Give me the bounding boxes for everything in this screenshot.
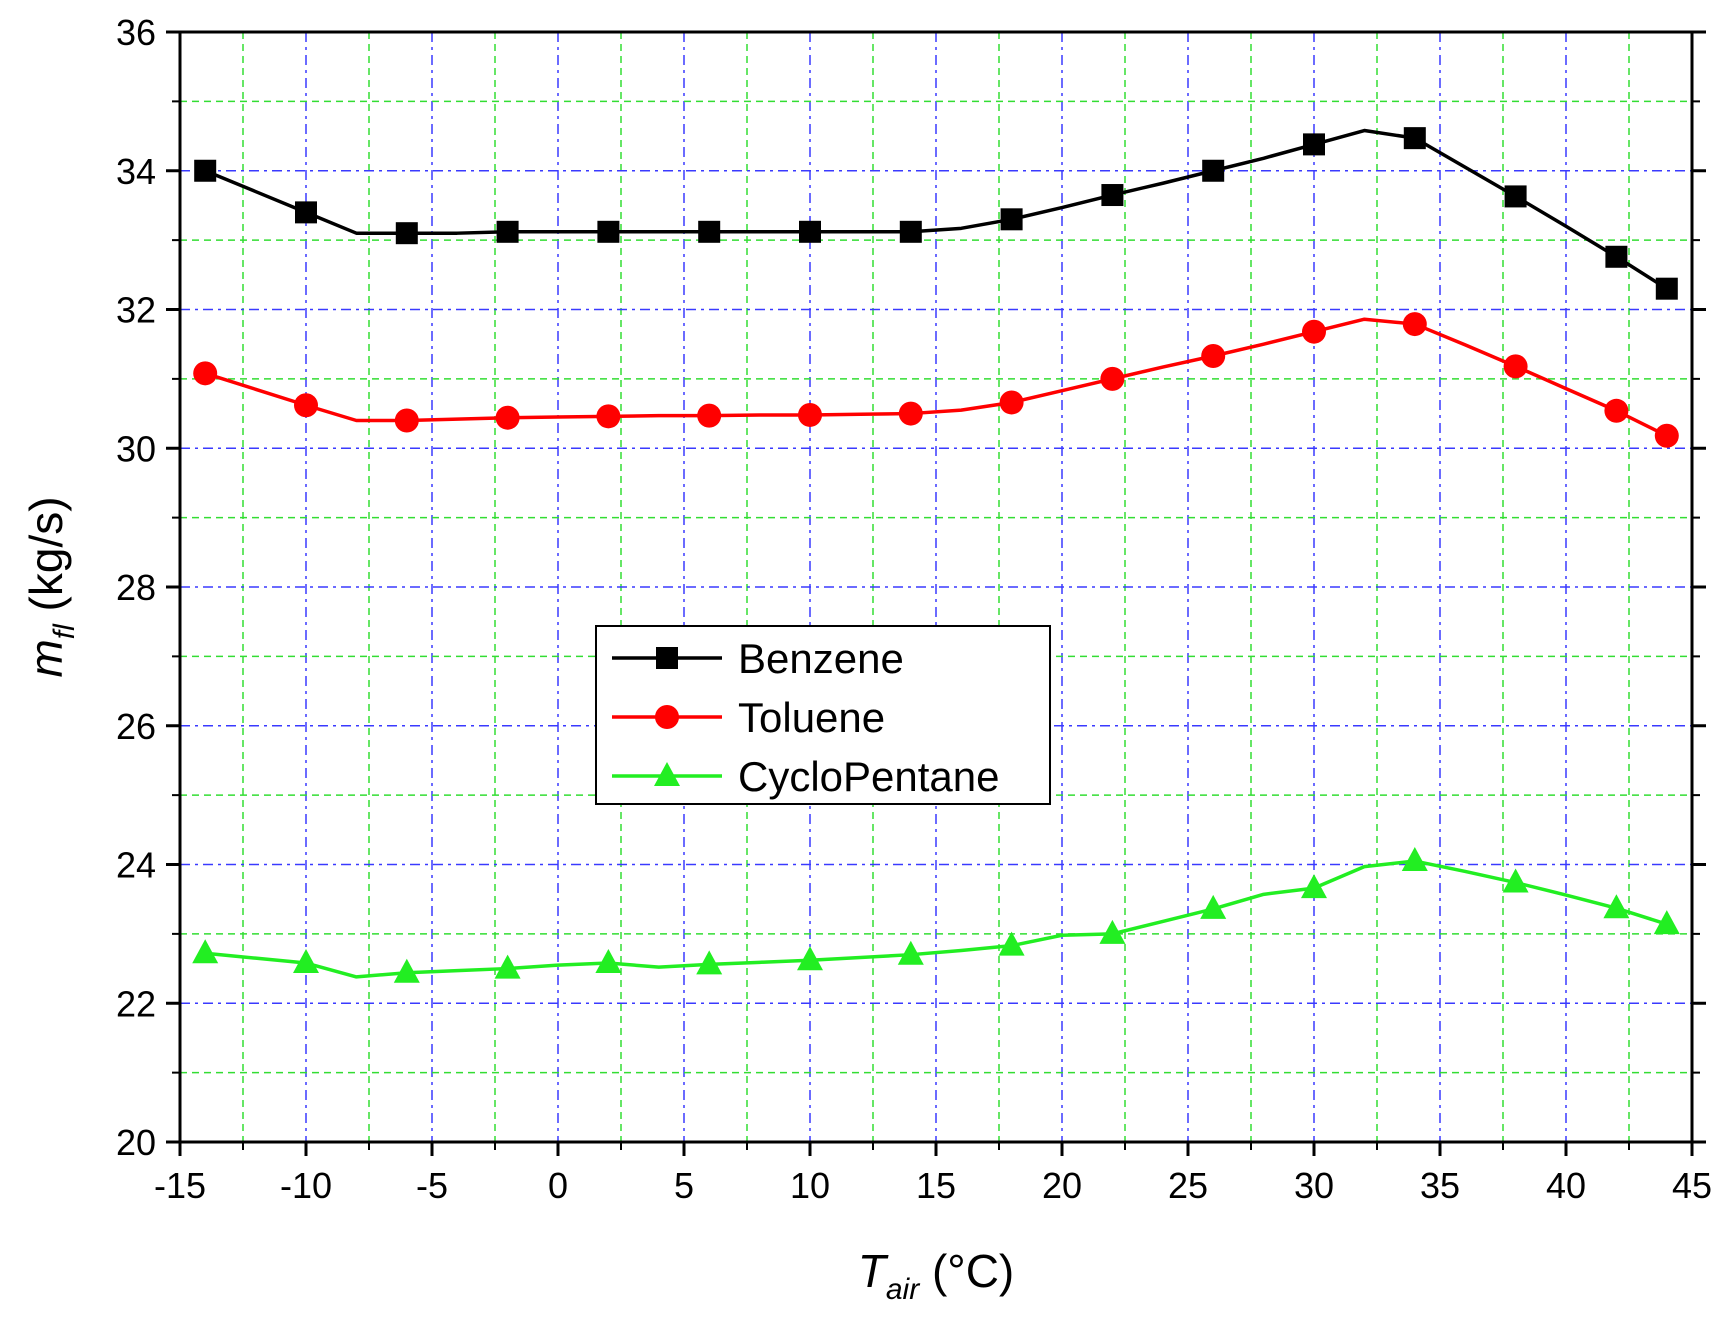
x-tick-label: 5: [674, 1165, 694, 1206]
y-tick-label: 30: [116, 428, 156, 469]
legend-entry-benzene: Benzene: [612, 635, 904, 682]
data-point-toluene: [495, 405, 520, 430]
y-tick-label: 32: [116, 290, 156, 331]
legend-label-benzene: Benzene: [738, 635, 904, 682]
data-point-toluene: [394, 408, 419, 433]
data-point-cyclopentane: [1401, 847, 1428, 872]
data-point-toluene: [898, 401, 923, 426]
series-benzene: [194, 127, 1678, 300]
data-point-toluene: [1100, 366, 1125, 391]
data-point-toluene: [798, 402, 822, 427]
data-point-toluene: [596, 404, 621, 429]
legend-label-toluene: Toluene: [738, 694, 885, 741]
x-axis-unit: (°C): [919, 1245, 1014, 1297]
data-point-benzene: [698, 220, 721, 243]
data-point-benzene: [1000, 208, 1023, 231]
data-point-cyclopentane: [797, 946, 823, 971]
series-cyclopentane: [192, 847, 1680, 983]
y-tick-label: 22: [116, 983, 156, 1024]
y-tick-label: 28: [116, 567, 156, 608]
x-axis-symbol: T: [858, 1245, 889, 1297]
data-point-toluene: [193, 361, 218, 386]
data-point-cyclopentane: [1502, 868, 1529, 893]
x-tick-label: 15: [916, 1165, 956, 1206]
data-point-cyclopentane: [1653, 910, 1680, 935]
y-tick-label: 24: [116, 845, 156, 886]
x-tick-label: -15: [154, 1165, 206, 1206]
x-tick-label: -5: [416, 1165, 448, 1206]
data-point-toluene: [1302, 319, 1326, 344]
y-tick-label: 36: [116, 12, 156, 53]
data-point-cyclopentane: [595, 949, 622, 974]
legend-marker-toluene: [655, 705, 679, 729]
data-point-benzene: [1101, 184, 1124, 207]
data-point-benzene: [799, 220, 821, 243]
axis-titles: Tair (°C) mfl (kg/s): [20, 496, 1014, 1306]
legend-entry-cyclopentane: CycloPentane: [612, 753, 1000, 800]
data-point-toluene: [1402, 312, 1427, 337]
x-axis-subscript: air: [886, 1273, 920, 1306]
data-point-toluene: [294, 393, 318, 418]
data-point-benzene: [597, 220, 620, 243]
legend-marker-benzene: [656, 647, 678, 669]
data-point-cyclopentane: [293, 949, 319, 974]
data-point-cyclopentane: [393, 958, 420, 983]
x-tick-label: 35: [1420, 1165, 1460, 1206]
legend: Benzene Toluene CycloPentane: [595, 625, 1051, 805]
y-axis-unit: (kg/s): [20, 496, 72, 624]
x-tick-label: -10: [280, 1165, 332, 1206]
data-point-benzene: [1202, 159, 1225, 182]
x-tick-label: 30: [1294, 1165, 1334, 1206]
data-point-cyclopentane: [1603, 894, 1630, 919]
data-point-cyclopentane: [494, 954, 521, 979]
data-point-toluene: [1201, 343, 1226, 368]
data-point-benzene: [1605, 245, 1628, 268]
y-tick-label: 20: [116, 1122, 156, 1163]
y-tick-label: 26: [116, 706, 156, 747]
y-axis-title: mfl (kg/s): [20, 496, 81, 677]
data-point-toluene: [1604, 398, 1629, 423]
data-point-benzene: [1655, 277, 1678, 300]
y-axis-subscript: fl: [48, 623, 81, 639]
data-point-benzene: [295, 201, 317, 224]
x-tick-label: 10: [790, 1165, 830, 1206]
data-point-cyclopentane: [696, 950, 723, 975]
x-tick-label: 0: [548, 1165, 568, 1206]
axis-ticks: -15 -10 -5 0 5 10 15 20 25 30 35 40 45 20 22 24 26 28 30 32…: [116, 12, 1712, 1206]
data-point-cyclopentane: [1099, 919, 1126, 944]
data-point-benzene: [194, 159, 217, 182]
data-point-benzene: [1303, 133, 1325, 156]
legend-label-cyclopentane: CycloPentane: [738, 753, 1000, 800]
data-point-benzene: [1504, 185, 1527, 208]
x-axis-title: Tair (°C): [858, 1245, 1015, 1306]
data-point-benzene: [496, 220, 519, 243]
data-point-toluene: [999, 390, 1024, 415]
data-point-toluene: [1503, 354, 1528, 379]
series-toluene: [193, 312, 1679, 448]
data-point-cyclopentane: [897, 940, 924, 965]
data-point-cyclopentane: [1301, 874, 1327, 899]
x-tick-label: 40: [1546, 1165, 1586, 1206]
x-tick-label: 20: [1042, 1165, 1082, 1206]
data-point-toluene: [697, 403, 722, 428]
data-point-benzene: [395, 222, 418, 245]
legend-marker-cyclopentane: [654, 762, 680, 786]
x-tick-label: 25: [1168, 1165, 1208, 1206]
y-tick-label: 34: [116, 151, 156, 192]
x-tick-label: 45: [1672, 1165, 1712, 1206]
data-point-benzene: [1403, 127, 1426, 150]
data-point-cyclopentane: [1200, 894, 1227, 919]
series-group: [192, 127, 1680, 983]
data-point-benzene: [899, 220, 922, 243]
data-point-cyclopentane: [192, 939, 219, 964]
legend-entry-toluene: Toluene: [612, 694, 885, 741]
y-axis-symbol: m: [20, 639, 72, 677]
data-point-cyclopentane: [998, 931, 1025, 956]
data-point-toluene: [1654, 423, 1679, 448]
